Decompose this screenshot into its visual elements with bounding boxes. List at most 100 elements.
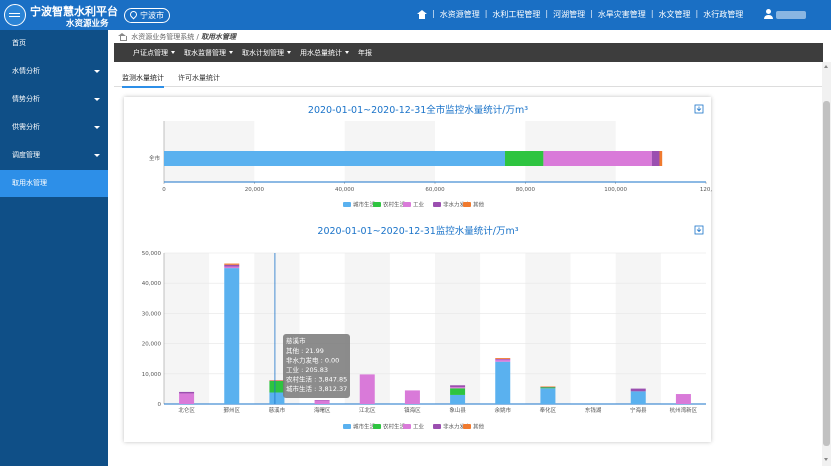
tab-permit-stats[interactable]: 许可水量统计 [178, 74, 220, 82]
sidebar-item-situation-analysis[interactable]: 情势分析 [0, 86, 108, 113]
bar [450, 388, 466, 395]
city-label: 宁波市 [140, 11, 164, 20]
bar [179, 391, 195, 394]
x-tick-label: 北仑区 [178, 406, 195, 414]
legend-swatch [343, 424, 351, 429]
tab-monitoring-stats[interactable]: 监测水量统计 [122, 73, 164, 88]
subnav-label: 取水计划管理 [242, 48, 284, 57]
user-icon[interactable] [764, 9, 773, 20]
subnav-label: 户证点管理 [133, 48, 168, 57]
legend-swatch [463, 202, 471, 207]
subnav-label: 年报 [358, 48, 372, 57]
logo-icon [4, 4, 26, 26]
grid-band [164, 253, 210, 404]
sidebar-item-label: 首页 [12, 39, 26, 47]
sidebar-item-home[interactable]: 首页 [0, 30, 108, 57]
y-tick-label: 20,000 [142, 342, 162, 348]
subnav-intake-supervision[interactable]: 取水监督管理 [184, 48, 233, 58]
legend-label: 其他 [473, 423, 485, 431]
bar [505, 151, 544, 166]
nav-flood-drought[interactable]: 水旱灾害管理 [597, 10, 646, 19]
legend-label: 其他 [473, 201, 485, 209]
bar [540, 387, 556, 389]
bar [224, 264, 240, 267]
y-tick-label: 10,000 [142, 372, 162, 378]
bar [659, 151, 663, 166]
legend-label: 工业 [413, 201, 425, 209]
bar [540, 386, 556, 387]
home-icon[interactable] [417, 10, 427, 19]
bar [269, 380, 285, 381]
nav-river-lake[interactable]: 河湖管理 [553, 10, 586, 19]
subnav-total-usage[interactable]: 用水总量统计 [300, 48, 349, 58]
home-icon[interactable] [118, 33, 127, 41]
scrollbar-thumb[interactable] [823, 101, 830, 446]
nav-water-engineering[interactable]: 水利工程管理 [492, 10, 541, 19]
bar [224, 263, 240, 265]
caret-down-icon [345, 50, 349, 54]
breadcrumb-separator: / [196, 33, 199, 41]
legend-swatch [343, 202, 351, 207]
x-tick-label: 宁海县 [630, 406, 647, 414]
bar [630, 388, 646, 392]
app-subtitle: 水资源业务 [66, 19, 109, 29]
nav-water-admin[interactable]: 水行政管理 [703, 10, 744, 19]
bar [495, 361, 511, 404]
caret-down-icon [229, 50, 233, 54]
x-tick-label: 杭州湾新区 [670, 406, 698, 414]
bar [450, 394, 466, 404]
app-title: 宁波智慧水利平台 [30, 5, 118, 18]
sidebar-item-label: 供需分析 [12, 123, 40, 131]
legend-swatch [433, 202, 441, 207]
grid-band [615, 253, 661, 404]
legend-label: 工业 [413, 423, 425, 431]
chevron-down-icon [94, 126, 100, 129]
x-tick-label: 120, [700, 187, 712, 193]
subnav-annual-report[interactable]: 年报 [358, 48, 372, 58]
legend-swatch [433, 424, 441, 429]
legend-swatch [463, 424, 471, 429]
bar [314, 400, 330, 401]
sidebar-item-water-analysis[interactable]: 水情分析 [0, 58, 108, 85]
bar [495, 359, 511, 362]
x-tick-label: 江北区 [359, 406, 376, 414]
bar [495, 358, 511, 360]
nav-hydrology[interactable]: 水文管理 [658, 10, 691, 19]
sidebar: 首页 水情分析 情势分析 供需分析 调度管理 取用水管理 [0, 30, 108, 466]
legend-swatch [373, 202, 381, 207]
legend-swatch [403, 202, 411, 207]
y-tick-label: 40,000 [142, 281, 162, 287]
sidebar-item-dispatch[interactable]: 调度管理 [0, 142, 108, 169]
bar [404, 390, 420, 404]
subnav-intake-plan[interactable]: 取水计划管理 [242, 48, 291, 58]
city-selector[interactable]: 宁波市 [124, 8, 170, 23]
bar [543, 151, 652, 166]
tooltip-line: 城市生活 : 3,812.37 [286, 384, 347, 393]
top-bar: 宁波智慧水利平台 水资源业务 宁波市 | 水资源管理 | 水利工程管理 | 河湖… [0, 0, 831, 30]
scroll-down-icon[interactable] [824, 458, 828, 461]
x-tick-label: 镇海区 [404, 406, 421, 414]
bar [450, 385, 466, 388]
sidebar-item-water-use[interactable]: 取用水管理 [0, 170, 108, 197]
scroll-up-icon[interactable] [824, 65, 828, 68]
bar [359, 374, 375, 404]
tooltip-line: 其他 : 21.99 [286, 346, 324, 355]
breadcrumb: 水资源业务管理系统 / 取用水管理 [118, 32, 236, 42]
nav-water-resources[interactable]: 水资源管理 [439, 10, 480, 19]
x-tick-label: 20,000 [245, 187, 265, 193]
subnav-permit-points[interactable]: 户证点管理 [133, 48, 175, 58]
bar [630, 391, 646, 404]
x-tick-label: 慈溪市 [269, 406, 286, 414]
bar [269, 380, 285, 393]
download-arrow-icon [696, 227, 702, 233]
user-name-redacted[interactable] [776, 11, 806, 19]
breadcrumb-root[interactable]: 水资源业务管理系统 [131, 33, 195, 41]
chart-title: 2020-01-01~2020-12-31全市监控水量统计/万m³ [308, 104, 528, 116]
sidebar-item-supply-demand[interactable]: 供需分析 [0, 114, 108, 141]
subnav-label: 取水监督管理 [184, 48, 226, 57]
breadcrumb-current: 取用水管理 [201, 33, 237, 41]
bar [179, 393, 195, 404]
x-tick-label: 40,000 [335, 187, 355, 193]
bar [540, 386, 556, 388]
